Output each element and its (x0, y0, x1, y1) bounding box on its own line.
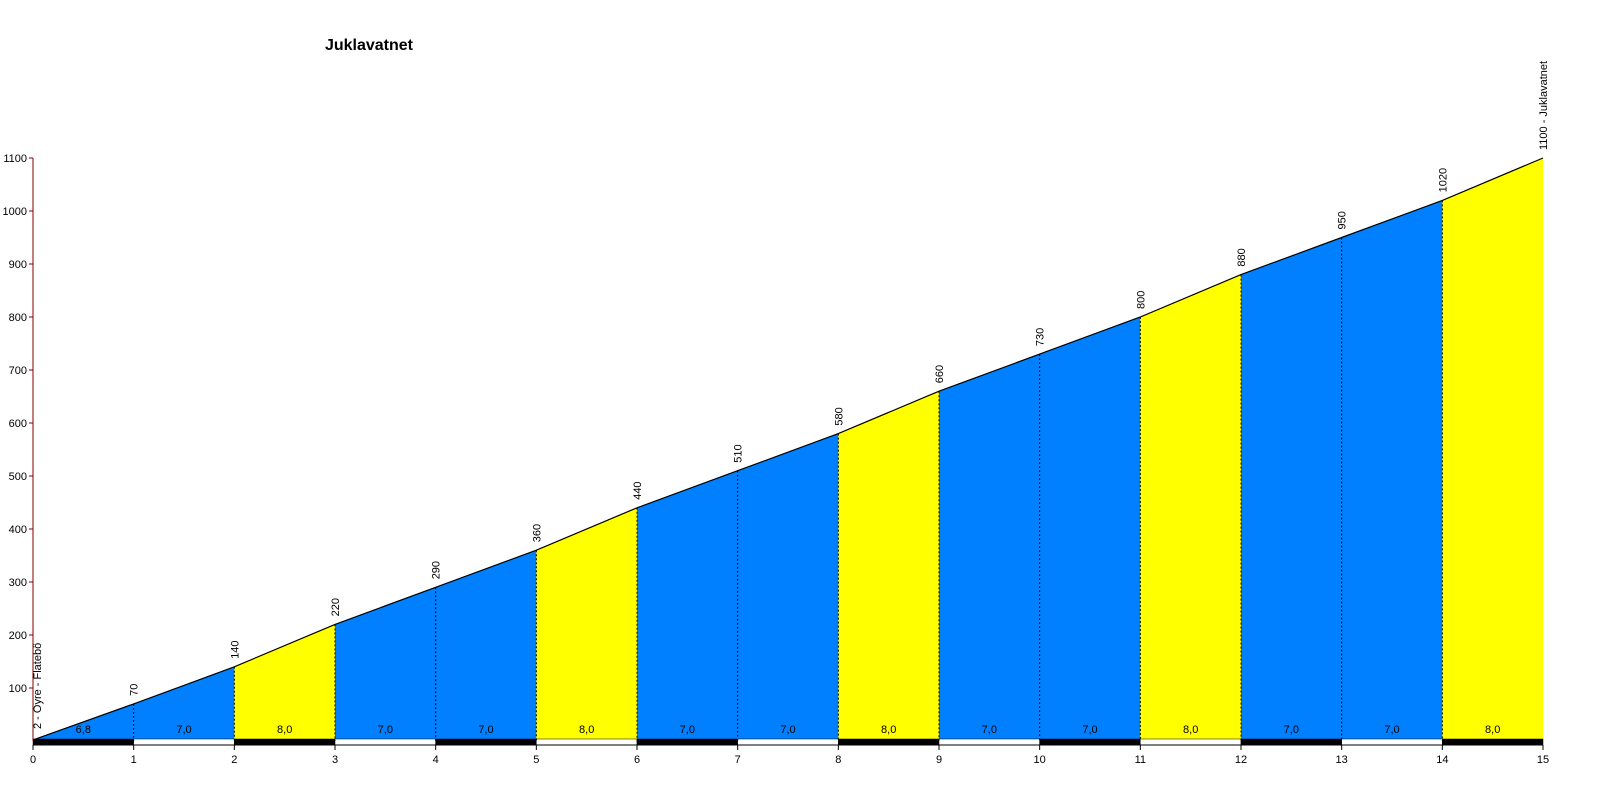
x-tick-label: 11 (1135, 754, 1146, 766)
segment (637, 470, 738, 741)
x-tick-label: 4 (433, 754, 439, 766)
elevation-label: 140 (229, 640, 241, 658)
km-band (536, 738, 638, 746)
segment (838, 391, 939, 741)
x-tick-label: 9 (936, 754, 942, 766)
y-tick-label: 500 (9, 471, 27, 483)
y-tick-label: 700 (9, 365, 27, 377)
km-band (636, 738, 738, 746)
elevation-label: 360 (531, 524, 543, 542)
y-tick-label: 600 (9, 418, 27, 430)
x-tick-label: 0 (30, 754, 36, 766)
km-band (1140, 738, 1242, 746)
x-tick-label: 2 (231, 754, 237, 766)
gradient-label: 7,0 (1284, 724, 1299, 736)
elevation-label: 1100 - Juklavatnet (1538, 61, 1550, 150)
elevation-label: 290 (431, 561, 443, 579)
elevation-label: 730 (1035, 328, 1047, 346)
x-tick-label: 1 (131, 754, 137, 766)
gradient-label: 8,0 (1183, 724, 1198, 736)
elevation-label: 800 (1135, 291, 1147, 309)
km-band (334, 738, 436, 746)
gradient-label: 7,0 (982, 724, 997, 736)
gradient-label: 7,0 (1384, 724, 1399, 736)
elevation-label: 660 (934, 365, 946, 383)
y-tick-label: 100 (9, 683, 27, 695)
elevation-label: 1020 (1437, 168, 1449, 192)
elevation-label: 70 (129, 684, 141, 696)
km-band (1442, 738, 1544, 746)
chart-title: Juklavatnet (325, 37, 414, 54)
km-band (838, 738, 940, 746)
y-tick-label: 1100 (3, 153, 27, 165)
gradient-label: 7,0 (1082, 724, 1097, 736)
y-tick-label: 900 (9, 259, 27, 271)
y-tick-label: 800 (9, 312, 27, 324)
elevation-label: 950 (1337, 211, 1349, 229)
x-tick-label: 5 (533, 754, 539, 766)
x-tick-label: 14 (1436, 754, 1448, 766)
gradient-label: 7,0 (780, 724, 795, 736)
x-tick-label: 15 (1537, 754, 1549, 766)
profile-line (32, 157, 1544, 741)
x-tick-label: 7 (735, 754, 741, 766)
x-tick-label: 8 (835, 754, 841, 766)
gradient-label: 8,0 (1485, 724, 1500, 736)
x-tick-label: 6 (634, 754, 640, 766)
km-band (32, 738, 134, 746)
segment (133, 666, 235, 741)
gradient-label: 8,0 (277, 724, 292, 736)
gradient-label: 6,8 (76, 724, 91, 736)
gradient-label: 8,0 (579, 724, 594, 736)
segment (939, 354, 1040, 741)
elevation-label: 510 (733, 444, 745, 462)
segment (1341, 200, 1443, 741)
gradient-label: 7,0 (176, 724, 191, 736)
km-band (737, 738, 839, 746)
km-band (1240, 738, 1342, 746)
segment (1241, 237, 1342, 741)
elevation-label: 880 (1236, 248, 1248, 266)
y-tick-label: 200 (9, 630, 27, 642)
y-tick-label: 1000 (3, 206, 27, 218)
km-band (234, 738, 336, 746)
gradient-label: 7,0 (478, 724, 493, 736)
x-tick-label: 10 (1034, 754, 1046, 766)
elevation-label: 220 (330, 598, 342, 616)
km-band (938, 738, 1040, 746)
elevation-label: 580 (833, 407, 845, 425)
segment (536, 507, 637, 741)
x-tick-label: 3 (332, 754, 338, 766)
segment (234, 624, 335, 741)
km-band (1341, 738, 1443, 746)
segment (435, 550, 537, 741)
elevation-label: 440 (632, 481, 644, 499)
segment (1039, 317, 1141, 741)
km-band (133, 738, 235, 746)
segment (1442, 158, 1543, 741)
elevation-label: 2 - Oyre - Flatebö (32, 643, 44, 729)
gradient-label: 7,0 (680, 724, 695, 736)
x-tick-label: 13 (1336, 754, 1348, 766)
segment (737, 433, 839, 741)
km-band (1039, 738, 1141, 746)
segment (1140, 274, 1241, 741)
y-tick-label: 300 (9, 577, 27, 589)
x-tick-label: 12 (1235, 754, 1247, 766)
km-band (435, 738, 537, 746)
segment (335, 587, 436, 741)
gradient-label: 8,0 (881, 724, 896, 736)
y-tick-label: 400 (9, 524, 27, 536)
gradient-label: 7,0 (378, 724, 393, 736)
